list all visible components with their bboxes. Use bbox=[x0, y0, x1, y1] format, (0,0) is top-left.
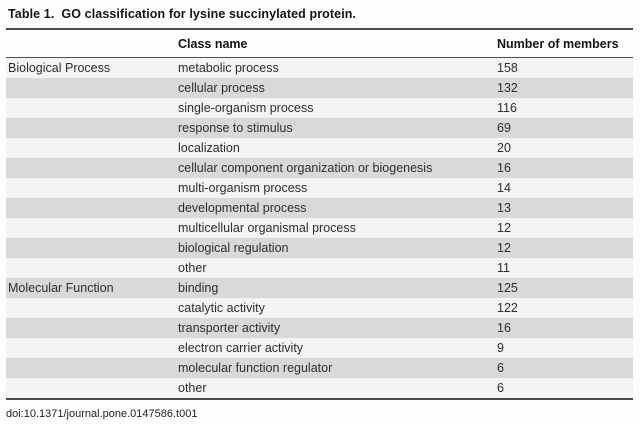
table-row: other 6 bbox=[6, 378, 633, 398]
class-name-cell: other bbox=[178, 381, 207, 395]
class-name-cell: catalytic activity bbox=[178, 301, 265, 315]
class-name-cell: single-organism process bbox=[178, 101, 314, 115]
table-row: response to stimulus 69 bbox=[6, 118, 633, 138]
members-cell: 11 bbox=[497, 261, 510, 275]
members-cell: 12 bbox=[497, 221, 511, 235]
header-members-cell: Number of members bbox=[497, 36, 619, 51]
class-name-cell: electron carrier activity bbox=[178, 341, 304, 355]
table-title-text: GO classification for lysine succinylate… bbox=[61, 7, 357, 21]
table-row: molecular function regulator 6 bbox=[6, 358, 633, 378]
table-title: Table 1. GO classification for lysine suc… bbox=[6, 6, 633, 28]
members-cell: 69 bbox=[497, 121, 511, 135]
class-name-cell: transporter activity bbox=[178, 321, 281, 335]
members-cell: 9 bbox=[497, 341, 504, 355]
class-name-cell: cellular component organization or bioge… bbox=[178, 161, 433, 175]
table-row: electron carrier activity 9 bbox=[6, 338, 633, 358]
category-cell: Molecular Function bbox=[8, 281, 114, 295]
class-name-cell: response to stimulus bbox=[178, 121, 293, 135]
class-name-cell: metabolic process bbox=[178, 61, 279, 75]
class-name-cell: developmental process bbox=[178, 201, 307, 215]
members-cell: 158 bbox=[497, 61, 518, 75]
table-row: multicellular organismal process 12 bbox=[6, 218, 633, 238]
members-cell: 132 bbox=[497, 81, 518, 95]
table-row: Biological Process metabolic process 158 bbox=[6, 58, 633, 78]
class-name-cell: binding bbox=[178, 281, 219, 295]
table-title-label: Table 1. bbox=[8, 7, 55, 21]
table-row: cellular process 132 bbox=[6, 78, 633, 98]
members-cell: 122 bbox=[497, 301, 518, 315]
header-class-name-cell: Class name bbox=[178, 36, 248, 51]
class-name-cell: other bbox=[178, 261, 207, 275]
class-name-cell: molecular function regulator bbox=[178, 361, 333, 375]
members-cell: 16 bbox=[497, 161, 511, 175]
members-cell: 125 bbox=[497, 281, 518, 295]
class-name-cell: localization bbox=[178, 141, 240, 155]
category-cell: Biological Process bbox=[8, 61, 111, 75]
doi-footer: doi:10.1371/journal.pone.0147586.t001 bbox=[6, 408, 198, 420]
table-row: cellular component organization or bioge… bbox=[6, 158, 633, 178]
members-cell: 16 bbox=[497, 321, 511, 335]
table-row: multi-organism process 14 bbox=[6, 178, 633, 198]
class-name-cell: cellular process bbox=[178, 81, 265, 95]
table-body: Biological Process metabolic process 158 ce… bbox=[6, 58, 633, 398]
go-classification-table: Class name Number of members Biological … bbox=[6, 28, 633, 400]
class-name-cell: biological regulation bbox=[178, 241, 289, 255]
members-cell: 14 bbox=[497, 181, 511, 195]
members-cell: 13 bbox=[497, 201, 511, 215]
members-cell: 20 bbox=[497, 141, 511, 155]
table-row: Molecular Function binding 125 bbox=[6, 278, 633, 298]
table-row: localization 20 bbox=[6, 138, 633, 158]
members-cell: 116 bbox=[497, 101, 517, 115]
class-name-cell: multi-organism process bbox=[178, 181, 308, 195]
table-row: biological regulation 12 bbox=[6, 238, 633, 258]
members-cell: 6 bbox=[497, 361, 504, 375]
table-header-row: Class name Number of members bbox=[6, 30, 633, 58]
table-row: other 11 bbox=[6, 258, 633, 278]
members-cell: 12 bbox=[497, 241, 511, 255]
members-cell: 6 bbox=[497, 381, 504, 395]
table-row: single-organism process 116 bbox=[6, 98, 633, 118]
table-row: catalytic activity 122 bbox=[6, 298, 633, 318]
table-row: developmental process 13 bbox=[6, 198, 633, 218]
class-name-cell: multicellular organismal process bbox=[178, 221, 356, 235]
table-row: transporter activity 16 bbox=[6, 318, 633, 338]
